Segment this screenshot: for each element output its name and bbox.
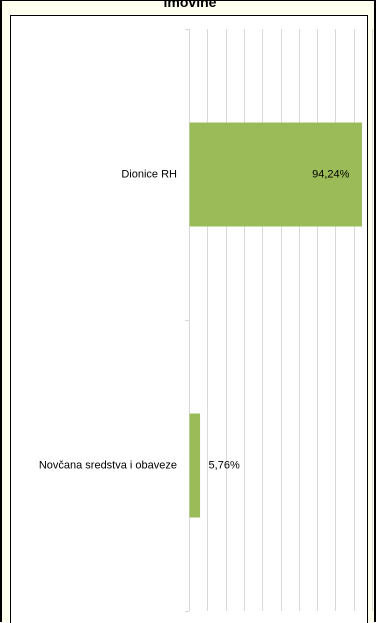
data-label: 94,24%	[312, 168, 350, 180]
bar	[189, 413, 201, 518]
category-label: Dionice RH	[121, 168, 177, 180]
chart-title: imovine	[163, 0, 217, 10]
data-label: 5,76%	[209, 459, 240, 471]
category-label: Novčana sredstva i obaveze	[39, 459, 177, 471]
bar	[189, 122, 362, 227]
